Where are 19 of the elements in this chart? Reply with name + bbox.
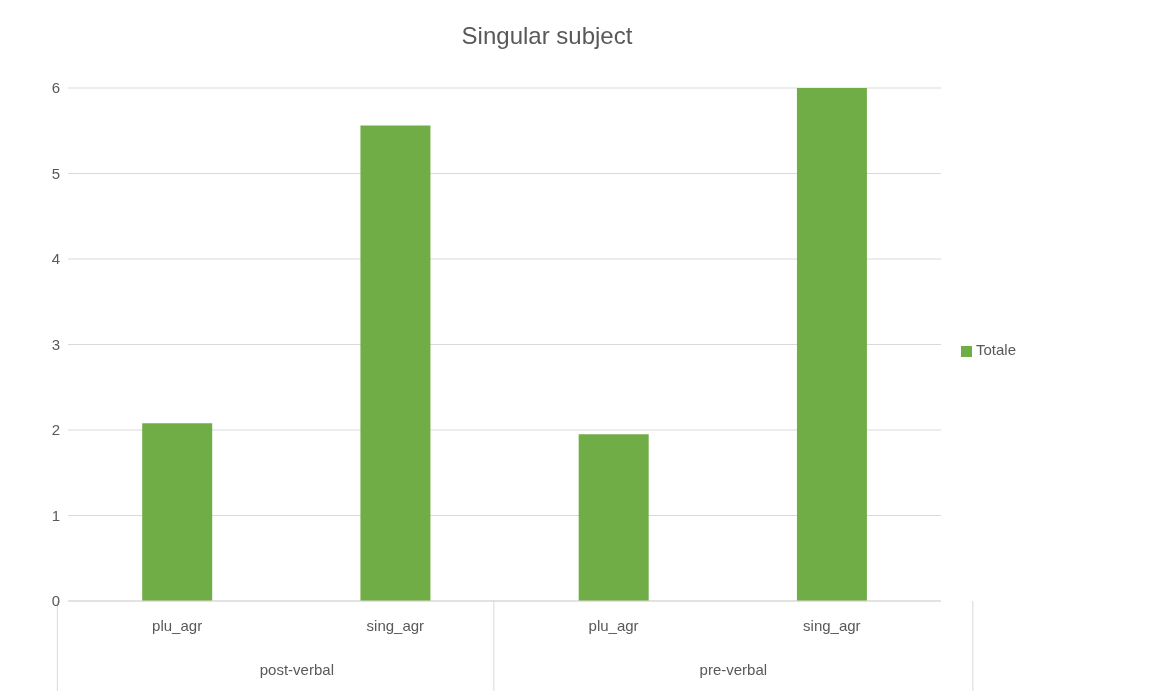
x-tick-label: plu_agr bbox=[152, 617, 203, 634]
bar bbox=[796, 88, 867, 601]
y-tick-label: 5 bbox=[51, 164, 60, 182]
bar bbox=[360, 125, 431, 601]
text: pre-verbal bbox=[699, 661, 768, 678]
text: post-verbal bbox=[259, 661, 334, 678]
x-tick-label: sing_agr bbox=[803, 617, 861, 634]
bar bbox=[578, 434, 649, 601]
x-tick-label: plu_agr bbox=[588, 617, 639, 634]
y-tick-label: 0 bbox=[51, 592, 60, 610]
y-tick-label: 1 bbox=[51, 506, 60, 524]
y-tick-label: 4 bbox=[51, 250, 60, 268]
x-tick-label: sing_agr bbox=[366, 617, 425, 634]
y-tick-label: 6 bbox=[51, 79, 60, 97]
y-tick-label: 2 bbox=[51, 421, 60, 439]
chart-title: Singular subject bbox=[460, 22, 634, 50]
bar bbox=[142, 423, 213, 601]
legend-label: Totale bbox=[975, 341, 1016, 358]
y-tick-label: 3 bbox=[51, 335, 60, 353]
